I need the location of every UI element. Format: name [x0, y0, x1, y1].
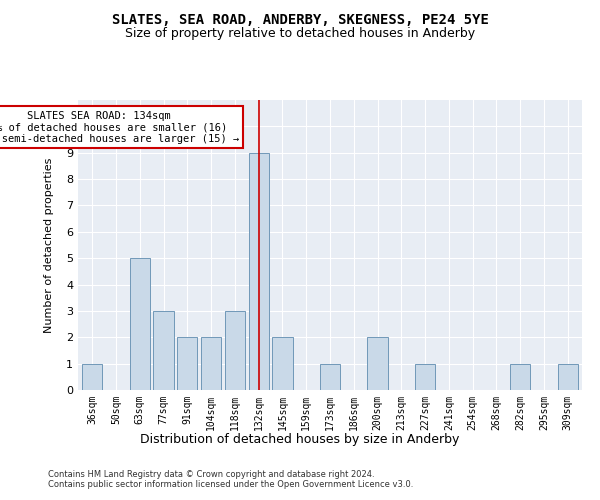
Bar [367, 338, 388, 390]
Bar [510, 364, 530, 390]
Y-axis label: Number of detached properties: Number of detached properties [44, 158, 53, 332]
Bar [82, 364, 103, 390]
Bar [557, 364, 578, 390]
Bar [415, 364, 435, 390]
Bar [154, 311, 173, 390]
Text: Contains public sector information licensed under the Open Government Licence v3: Contains public sector information licen… [48, 480, 413, 489]
Text: Size of property relative to detached houses in Anderby: Size of property relative to detached ho… [125, 28, 475, 40]
Bar [130, 258, 150, 390]
Bar [320, 364, 340, 390]
Text: SLATES, SEA ROAD, ANDERBY, SKEGNESS, PE24 5YE: SLATES, SEA ROAD, ANDERBY, SKEGNESS, PE2… [112, 12, 488, 26]
Text: Distribution of detached houses by size in Anderby: Distribution of detached houses by size … [140, 432, 460, 446]
Bar [177, 338, 197, 390]
Text: Contains HM Land Registry data © Crown copyright and database right 2024.: Contains HM Land Registry data © Crown c… [48, 470, 374, 479]
Bar [201, 338, 221, 390]
Bar [225, 311, 245, 390]
Text: SLATES SEA ROAD: 134sqm
← 52% of detached houses are smaller (16)
48% of semi-de: SLATES SEA ROAD: 134sqm ← 52% of detache… [0, 110, 239, 144]
Bar [248, 152, 269, 390]
Bar [272, 338, 293, 390]
